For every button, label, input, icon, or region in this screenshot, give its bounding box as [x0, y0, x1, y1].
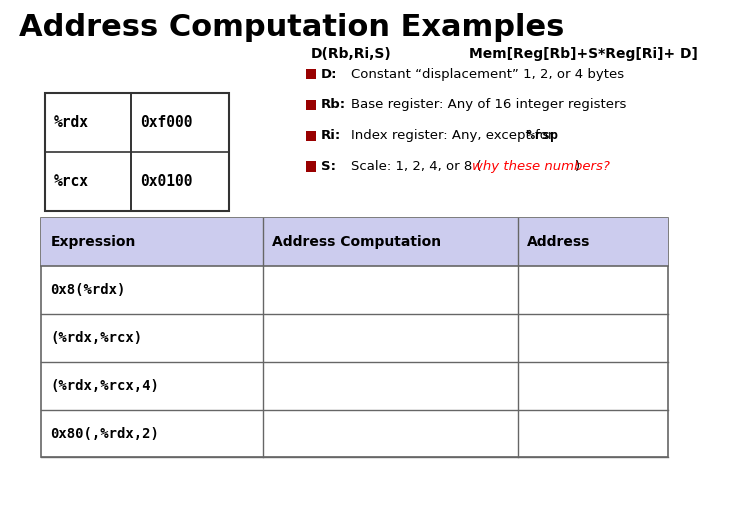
- Text: Constant “displacement” 1, 2, or 4 bytes: Constant “displacement” 1, 2, or 4 bytes: [351, 67, 624, 81]
- Bar: [306, 131, 316, 141]
- Text: Base register: Any of 16 integer registers: Base register: Any of 16 integer registe…: [351, 98, 626, 112]
- Text: D:: D:: [321, 67, 338, 81]
- Text: Address Computation: Address Computation: [272, 235, 441, 249]
- Text: D(Rb,Ri,S): D(Rb,Ri,S): [311, 47, 392, 61]
- Bar: [306, 69, 316, 79]
- Text: ): ): [574, 160, 580, 173]
- Text: Address: Address: [526, 235, 590, 249]
- Bar: [41, 218, 668, 266]
- Bar: [306, 161, 316, 172]
- Text: 0x0100: 0x0100: [140, 174, 193, 189]
- Text: Mem[Reg[Rb]+S*Reg[Ri]+ D]: Mem[Reg[Rb]+S*Reg[Ri]+ D]: [469, 47, 698, 61]
- Text: Ri:: Ri:: [321, 129, 341, 142]
- Text: 0x8(%rdx): 0x8(%rdx): [50, 283, 125, 297]
- Text: Expression: Expression: [50, 235, 136, 249]
- Text: Scale: 1, 2, 4, or 8 (: Scale: 1, 2, 4, or 8 (: [351, 160, 482, 173]
- Text: %rsp: %rsp: [527, 129, 559, 142]
- Text: (%rdx,%rcx,4): (%rdx,%rcx,4): [50, 379, 159, 393]
- Text: 0x80(,%rdx,2): 0x80(,%rdx,2): [50, 427, 159, 440]
- Bar: [45, 93, 229, 211]
- Text: %rcx: %rcx: [54, 174, 89, 189]
- Text: why these numbers?: why these numbers?: [472, 160, 610, 173]
- Text: (%rdx,%rcx): (%rdx,%rcx): [50, 331, 142, 345]
- Text: Rb:: Rb:: [321, 98, 346, 112]
- Text: Address Computation Examples: Address Computation Examples: [19, 13, 564, 42]
- Text: Index register: Any, except for: Index register: Any, except for: [351, 129, 557, 142]
- Text: S:: S:: [321, 160, 336, 173]
- Bar: [306, 100, 316, 110]
- Text: 0xf000: 0xf000: [140, 115, 193, 130]
- Bar: [41, 218, 668, 457]
- Text: %rdx: %rdx: [54, 115, 89, 130]
